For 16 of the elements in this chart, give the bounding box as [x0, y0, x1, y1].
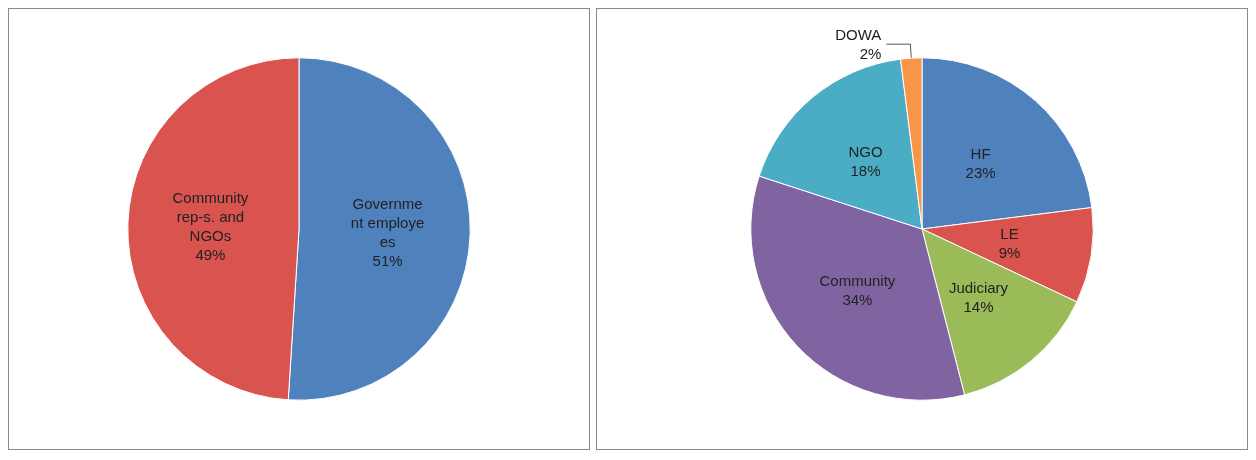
slice-label: HF [970, 144, 991, 162]
slice-label: NGO [848, 142, 883, 160]
data-label: 51% [372, 251, 403, 269]
data-label: 2% [859, 45, 882, 63]
slice-label: DOWA [835, 26, 882, 44]
slice-label: Government employees [350, 194, 425, 250]
data-label: 14% [963, 298, 994, 316]
slice-label: LE [1000, 224, 1019, 242]
slice-label: Judiciary [948, 279, 1009, 297]
slice-label: Community [819, 271, 896, 289]
data-label: 34% [842, 290, 873, 308]
slice-label: Community rep-s. and NGOs [172, 189, 249, 245]
data-label: 9% [998, 243, 1021, 261]
data-label: 49% [195, 246, 226, 264]
data-label: 23% [965, 163, 996, 181]
data-label: 18% [850, 161, 881, 179]
